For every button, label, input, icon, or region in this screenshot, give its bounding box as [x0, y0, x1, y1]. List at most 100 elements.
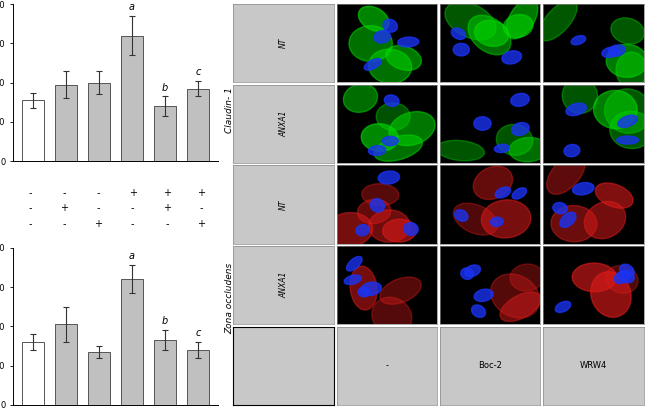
Ellipse shape	[346, 256, 362, 271]
Bar	[22, 342, 44, 405]
Ellipse shape	[474, 20, 509, 47]
Ellipse shape	[560, 212, 576, 227]
Text: +: +	[162, 203, 171, 213]
Ellipse shape	[453, 203, 498, 235]
Ellipse shape	[369, 210, 410, 242]
Ellipse shape	[468, 15, 511, 55]
Text: -: -	[29, 219, 32, 229]
Text: +: +	[197, 219, 205, 229]
Ellipse shape	[502, 51, 521, 64]
Text: +: +	[94, 219, 103, 229]
Ellipse shape	[500, 292, 541, 321]
Ellipse shape	[610, 111, 650, 148]
Ellipse shape	[374, 135, 422, 161]
Text: -: -	[199, 203, 203, 213]
Ellipse shape	[361, 124, 398, 151]
Text: Boc-2: Boc-2	[478, 361, 502, 370]
Text: NT: NT	[279, 199, 288, 210]
Ellipse shape	[547, 154, 585, 194]
Bar	[122, 36, 143, 161]
Ellipse shape	[551, 206, 597, 242]
Ellipse shape	[454, 210, 468, 221]
Ellipse shape	[491, 274, 540, 318]
Text: WRW4: WRW4	[580, 361, 607, 370]
Bar	[122, 279, 143, 405]
Ellipse shape	[595, 183, 633, 208]
Ellipse shape	[617, 136, 638, 144]
Text: Claudin- 1: Claudin- 1	[225, 88, 234, 133]
Ellipse shape	[383, 19, 397, 32]
Text: -: -	[385, 361, 388, 370]
Text: -: -	[97, 188, 100, 198]
Ellipse shape	[552, 202, 567, 214]
Ellipse shape	[509, 137, 548, 162]
Ellipse shape	[376, 103, 410, 130]
Ellipse shape	[378, 171, 400, 184]
Ellipse shape	[358, 288, 370, 297]
Text: -: -	[131, 203, 135, 213]
Bar	[187, 350, 209, 405]
Ellipse shape	[614, 271, 630, 283]
Text: c: c	[196, 328, 201, 338]
Text: -: -	[165, 219, 168, 229]
Ellipse shape	[382, 136, 398, 146]
Ellipse shape	[571, 36, 586, 45]
Text: -: -	[62, 188, 66, 198]
Bar	[88, 352, 110, 405]
Ellipse shape	[380, 277, 421, 304]
Text: +: +	[60, 203, 68, 213]
Ellipse shape	[461, 268, 473, 279]
Ellipse shape	[512, 123, 529, 135]
Ellipse shape	[503, 14, 533, 38]
Ellipse shape	[491, 217, 503, 227]
Text: -: -	[29, 203, 32, 213]
Bar	[187, 89, 209, 161]
Ellipse shape	[512, 188, 527, 199]
Ellipse shape	[495, 187, 511, 198]
Ellipse shape	[436, 140, 484, 161]
Ellipse shape	[404, 222, 418, 236]
Ellipse shape	[611, 18, 644, 44]
Text: -: -	[131, 219, 135, 229]
Text: -: -	[29, 188, 32, 198]
Text: a: a	[129, 252, 135, 261]
Ellipse shape	[584, 201, 625, 239]
Ellipse shape	[510, 264, 544, 291]
Ellipse shape	[445, 2, 496, 40]
Ellipse shape	[453, 43, 469, 56]
Bar	[155, 340, 176, 405]
Ellipse shape	[361, 184, 399, 206]
Text: +: +	[162, 188, 171, 198]
Ellipse shape	[343, 84, 378, 112]
Ellipse shape	[358, 199, 391, 224]
Bar	[55, 85, 77, 161]
Text: NT: NT	[279, 38, 288, 48]
Bar	[22, 100, 44, 161]
Ellipse shape	[482, 200, 531, 238]
Ellipse shape	[497, 124, 533, 155]
Ellipse shape	[566, 103, 586, 116]
Ellipse shape	[364, 58, 382, 70]
Text: ANXA1: ANXA1	[279, 272, 288, 298]
Text: Zona occludens: Zona occludens	[225, 263, 234, 334]
Text: c: c	[196, 67, 201, 77]
Ellipse shape	[369, 49, 411, 83]
Ellipse shape	[511, 93, 529, 106]
Ellipse shape	[618, 115, 638, 128]
Ellipse shape	[474, 117, 491, 130]
Text: b: b	[162, 316, 168, 326]
Ellipse shape	[562, 78, 597, 113]
Ellipse shape	[349, 26, 393, 61]
Ellipse shape	[539, 0, 577, 41]
Ellipse shape	[451, 28, 465, 39]
Ellipse shape	[474, 289, 493, 301]
Text: b: b	[162, 83, 168, 92]
Bar	[55, 324, 77, 405]
Ellipse shape	[606, 265, 638, 293]
Bar	[155, 106, 176, 161]
Ellipse shape	[389, 112, 435, 146]
Ellipse shape	[356, 225, 369, 236]
Ellipse shape	[374, 31, 391, 43]
Ellipse shape	[370, 199, 385, 212]
Ellipse shape	[555, 301, 571, 312]
